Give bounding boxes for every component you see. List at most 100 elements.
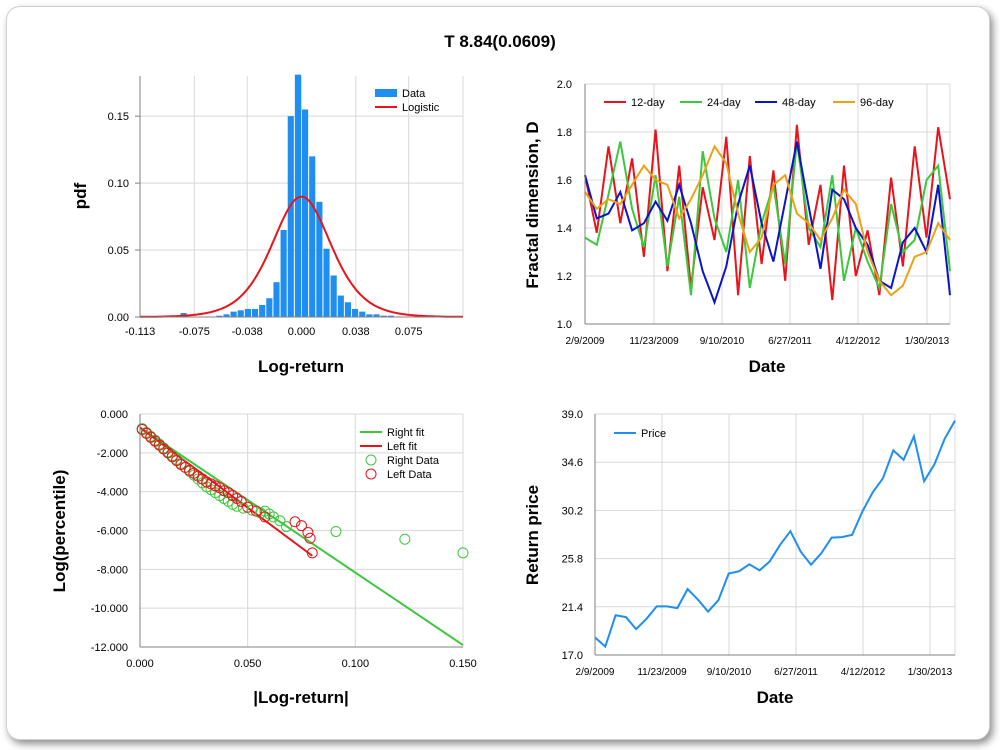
tails-point-left-data [302,526,314,538]
tails-x-tick-label: 0.000 [126,658,154,670]
tails-point-right-data [280,521,292,533]
tails-y-tick-label: -12.000 [91,642,128,654]
histogram-legend: Data Logistic [375,88,440,114]
tails-point-left-data [171,455,183,467]
fractal-y-tick-label: 1.2 [557,271,572,283]
histogram-bar [344,302,352,317]
legend-12day-label: 12-day [631,97,665,109]
fractal-x-tick-label: 4/12/2012 [836,336,881,347]
tails-legend: Right fit Left fit Right Data Left Data [360,427,440,481]
histogram-bar [223,314,230,317]
fractal-series-line-48-day [584,141,951,306]
fractal-xlabel: Date [749,357,786,376]
histogram-bar [373,314,380,317]
price-y-tick-label: 34.6 [562,457,583,469]
price-y-tick-label: 30.2 [562,505,583,517]
histogram-bar [316,201,323,317]
tails-y-tick-label: -8.000 [97,564,128,576]
legend-data-swatch [375,89,397,97]
price-x-tick-label: 9/10/2010 [707,667,752,678]
legend-leftdata-label: Left Data [387,469,433,481]
price-y-tick-label: 25.8 [562,554,583,566]
histogram-bar [352,308,359,317]
logistic-curve [139,195,464,318]
tails-point-left-data [145,431,157,443]
tails-point-left-data [149,435,161,447]
histogram-bar [273,282,280,317]
legend-logistic-label: Logistic [402,102,440,114]
tails-point-left-data [158,443,170,455]
fractal-legend: 12-day 24-day 48-day 96-day [604,97,894,109]
histogram-x-tick-label: -0.075 [179,326,210,338]
tails-point-right-data [330,525,342,537]
histogram-bar [244,308,251,317]
histogram-bar [251,308,259,317]
legend-leftfit-label: Left fit [387,441,417,453]
price-x-tick-label: 1/30/2013 [908,667,953,678]
price-y-tick-label: 17.0 [562,650,583,662]
histogram-bar [266,298,273,317]
tails-point-left-data [166,451,178,463]
tails-point-left-data [259,511,271,523]
tails-y-tick-label: -2.000 [97,448,128,460]
price-series-line [594,420,956,649]
tails-point-left-data [140,427,152,439]
price-ylabel: Return price [523,485,542,585]
price-x-tick-label: 6/27/2011 [774,667,818,678]
tails-y-tick-label: 0.000 [100,409,128,421]
tails-point-left-data [296,520,307,532]
fractal-x-tick-label: 9/10/2010 [700,336,745,347]
fractal-series-line-96-day [584,144,951,297]
tails-point-right-data [268,511,280,523]
histogram-y-tick-label: 0.00 [108,312,129,324]
histogram-bar [230,311,237,317]
fractal-y-tick-label: 1.0 [557,319,572,331]
tails-x-tick-label: 0.100 [342,658,370,670]
tails-point-left-data [235,495,247,507]
histogram-bar [237,310,244,317]
price-x-tick-label: 4/12/2012 [841,667,886,678]
tails-point-left-data [136,424,148,436]
histogram-y-tick-label: 0.05 [108,245,129,257]
legend-price-label: Price [641,428,666,440]
histogram-ylabel: pdf [71,182,90,209]
chart-frame [6,6,990,740]
tails-point-right-data [399,533,411,545]
fractal-x-tick-label: 1/30/2013 [905,336,950,347]
price-legend: Price [614,428,666,440]
histogram-bar [302,109,309,317]
histogram-x-tick-label: 0.000 [288,326,316,338]
histogram-bar [323,248,330,317]
tails-y-tick-label: -10.000 [91,603,128,615]
fractal-series-line-24-day [584,141,951,296]
histogram-bar [294,74,301,318]
price-x-tick-label: 11/23/2009 [637,667,687,678]
tails-point-left-data [304,532,316,544]
histogram-bar [359,311,366,317]
fractal-x-tick-label: 6/27/2011 [768,336,812,347]
price-xlabel: Date [757,688,794,707]
legend-rightdata-label: Right Data [387,455,440,467]
price-y-tick-label: 39.0 [562,409,583,421]
histogram-x-tick-label: 0.075 [395,326,423,338]
tails-x-tick-label: 0.050 [234,658,262,670]
tails-point-left-data [289,516,301,528]
tails-y-tick-label: -6.000 [97,526,128,538]
histogram-bar [380,315,387,317]
fractal-y-tick-label: 1.4 [557,223,572,235]
tails-y-tick-label: -4.000 [97,487,128,499]
tails-point-left-data [306,547,318,559]
histogram-bar [287,116,294,318]
histogram-x-tick-label: -0.113 [125,326,155,338]
histogram-x-tick-label: -0.038 [232,326,263,338]
histogram-y-tick-label: 0.15 [108,111,129,123]
fractal-y-tick-label: 1.6 [557,175,572,187]
histogram-bar [337,295,344,317]
histogram-x-tick-label: 0.038 [342,326,370,338]
legend-data-label: Data [402,88,426,100]
histogram-bar [309,156,316,317]
price-y-tick-label: 21.4 [562,602,583,614]
